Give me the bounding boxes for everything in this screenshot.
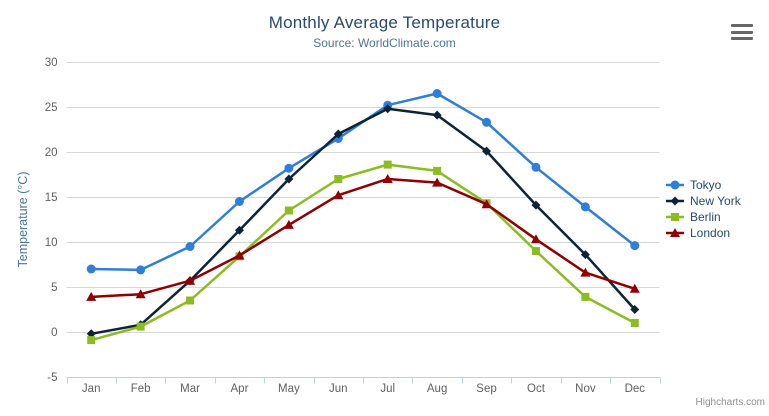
x-axis-label: Feb [131,383,151,395]
x-axis-label: Jun [329,383,348,395]
data-point-new-york[interactable] [432,110,442,120]
data-point-berlin[interactable] [284,206,293,215]
data-point-london[interactable] [481,199,492,209]
y-axis-label: 25 [45,102,58,114]
data-point-tokyo[interactable] [580,202,590,212]
credits-link[interactable]: Highcharts.com [695,397,765,408]
data-point-london[interactable] [382,174,393,183]
data-point-tokyo[interactable] [234,197,244,206]
x-axis-label: Nov [575,383,596,395]
square-marker-icon [666,213,684,221]
data-point-london[interactable] [530,234,541,244]
data-point-tokyo[interactable] [86,264,96,274]
x-axis-label: Jul [380,383,395,395]
data-point-new-york[interactable] [284,174,294,184]
data-point-new-york[interactable] [234,225,244,235]
legend-item-berlin[interactable]: Berlin [665,209,741,225]
data-point-tokyo[interactable] [432,89,442,98]
data-point-berlin[interactable] [136,322,145,331]
data-point-london[interactable] [283,219,294,229]
x-axis-label: Jan [82,383,101,395]
x-axis-label: May [278,383,300,395]
y-axis-title: Temperature (°C) [16,172,30,268]
chart-subtitle: Source: WorldClimate.com [313,36,456,50]
legend-label: New York [690,194,741,208]
legend-label: Berlin [690,210,721,224]
export-menu-button[interactable] [729,22,755,42]
x-axis-label: Sep [476,383,496,395]
triangle-marker-icon [666,228,684,237]
data-point-london[interactable] [333,190,344,200]
data-point-new-york[interactable] [531,200,541,210]
legend-marker[interactable] [670,228,680,237]
series-line-london[interactable] [89,177,637,299]
data-point-berlin[interactable] [186,296,195,305]
data-point-tokyo[interactable] [630,241,640,251]
series-line-new-york[interactable] [89,107,637,336]
legend-marker[interactable] [671,213,679,221]
data-point-berlin[interactable] [630,319,639,327]
circle-marker-icon [666,180,684,190]
y-axis-label: 0 [51,327,57,339]
legend-item-new-york[interactable]: New York [665,193,741,209]
series-new-york [86,104,640,339]
y-axis-label: 5 [51,282,57,294]
legend-label: London [690,226,731,240]
data-point-tokyo[interactable] [482,117,492,127]
y-axis-label: 10 [45,237,58,249]
data-point-berlin[interactable] [531,247,540,255]
y-axis-label: 20 [45,147,58,159]
data-point-london[interactable] [629,283,640,293]
x-axis-label: Oct [527,383,546,395]
data-point-tokyo[interactable] [185,242,195,251]
data-point-new-york[interactable] [86,329,96,339]
legend-marker[interactable] [670,180,680,190]
data-point-tokyo[interactable] [136,265,146,275]
data-point-berlin[interactable] [383,160,392,169]
y-axis-label: -5 [47,372,57,384]
hamburger-icon [731,30,753,34]
data-point-tokyo[interactable] [531,162,541,172]
data-point-new-york[interactable] [580,250,590,260]
legend-item-tokyo[interactable]: Tokyo [665,177,741,193]
x-axis-label: Dec [625,383,646,395]
data-point-berlin[interactable] [334,175,343,183]
series-london [86,174,640,301]
data-point-london[interactable] [185,275,196,285]
data-point-london[interactable] [432,177,443,187]
legend-marker[interactable] [670,196,680,206]
legend: Tokyo New York Berlin London [665,177,741,241]
data-point-london[interactable] [580,267,591,277]
data-point-london[interactable] [86,291,97,301]
chart-title: Monthly Average Temperature [268,13,501,32]
series-tokyo [86,89,640,275]
data-point-new-york[interactable] [383,104,393,114]
data-point-london[interactable] [234,250,245,260]
data-point-new-york[interactable] [482,146,492,156]
series-line-berlin[interactable] [89,163,637,342]
x-axis-label: Aug [427,383,447,395]
legend-label: Tokyo [690,178,722,192]
data-point-tokyo[interactable] [284,163,294,173]
data-point-berlin[interactable] [581,292,590,301]
data-point-berlin[interactable] [433,166,442,175]
data-point-london[interactable] [135,289,146,299]
data-point-berlin[interactable] [87,336,96,345]
hamburger-icon [731,37,753,40]
y-axis-label: 30 [45,57,58,69]
diamond-marker-icon [666,196,684,206]
x-axis-label: Apr [231,383,249,395]
legend-item-london[interactable]: London [665,225,741,241]
data-point-new-york[interactable] [333,129,343,139]
y-axis-label: 15 [45,192,58,204]
hamburger-icon [731,24,753,27]
data-point-new-york[interactable] [630,305,640,314]
x-axis-label: Mar [180,383,200,395]
series-line-tokyo[interactable] [89,92,637,272]
